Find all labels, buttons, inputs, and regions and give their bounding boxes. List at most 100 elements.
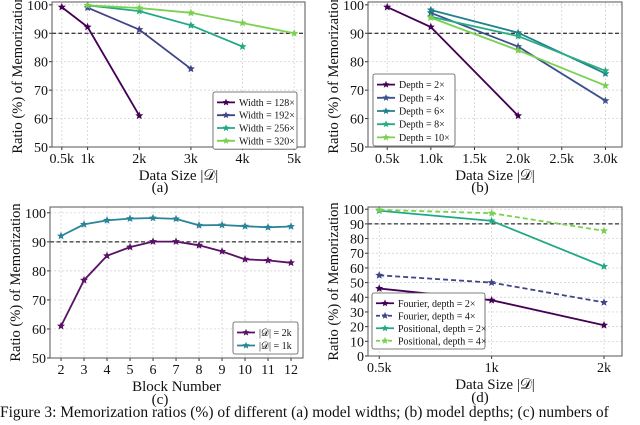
data-point <box>601 81 610 89</box>
data-point <box>126 214 134 222</box>
y-tick-label: 10 <box>350 335 364 350</box>
legend: Depth = 2× Depth = 4× Depth = 6× Depth = 8×… <box>372 73 456 147</box>
legend-label: Depth = 6× <box>399 107 445 118</box>
y-tick-label: 80 <box>34 56 48 71</box>
subplot-label: (d) <box>471 390 489 406</box>
legend-label: |𝒟| = 1k <box>259 341 292 352</box>
y-axis-label: Ratio (%) of Memorization <box>326 0 342 154</box>
y-tick-label: 50 <box>350 141 364 156</box>
data-point <box>600 262 608 270</box>
data-point <box>600 226 608 235</box>
data-point <box>514 111 523 120</box>
x-tick-label: 3.0k <box>593 152 618 167</box>
data-point <box>601 66 610 75</box>
y-tick-label: 50 <box>34 141 48 156</box>
data-point <box>264 256 272 264</box>
y-tick-label: 100 <box>343 203 364 218</box>
x-tick-label: 0.5k <box>50 152 75 167</box>
x-tick-label: 3k <box>184 152 198 167</box>
legend-label: Positional, depth = 4× <box>398 336 487 347</box>
legend: |𝒟| = 2k |𝒟| = 1k <box>232 321 299 355</box>
x-tick-label: 7 <box>173 363 180 378</box>
legend-box <box>371 292 486 350</box>
legend-label: Depth = 8× <box>399 120 445 131</box>
chart-b: 0.5k 1.0k 1.5k 2.0k 2.5k 3.0k 50 60 70 80 90 100 Dep… <box>326 0 623 196</box>
y-tick-label: 100 <box>25 207 46 222</box>
x-tick-label: 2.0k <box>506 152 531 167</box>
x-tick-label: 6 <box>150 363 157 378</box>
y-tick-label: 50 <box>350 277 364 292</box>
y-tick-label: 30 <box>350 306 364 321</box>
legend-label: |𝒟| = 2k <box>259 328 292 339</box>
x-tick-label: 5 <box>127 363 134 378</box>
data-point <box>135 25 144 33</box>
data-point <box>195 241 203 249</box>
x-tick-label: 0.5k <box>367 361 392 376</box>
data-point <box>57 2 66 11</box>
legend-marker <box>242 328 250 336</box>
y-tick-label: 70 <box>350 84 364 99</box>
data-point <box>103 216 111 224</box>
data-point <box>426 22 435 31</box>
data-point <box>375 205 384 214</box>
data-point <box>487 209 496 217</box>
data-point <box>135 3 144 12</box>
legend-marker <box>381 324 389 332</box>
legend-marker <box>382 120 390 128</box>
data-point <box>238 42 247 50</box>
legend-label: Positional, depth = 2× <box>398 324 487 335</box>
x-tick-label: 1k <box>81 152 95 167</box>
x-tick-label: 2k <box>132 152 146 167</box>
x-axis-label: Data Size |𝒟| <box>455 168 535 184</box>
legend-box <box>372 73 456 147</box>
data-point <box>426 8 435 17</box>
data-point <box>195 221 203 229</box>
y-tick-label: 90 <box>34 27 48 42</box>
y-tick-label: 60 <box>350 113 364 128</box>
y-axis-label: Ratio (%) of Memorization <box>326 202 342 361</box>
data-point <box>514 31 523 40</box>
x-tick-label: 4k <box>236 152 250 167</box>
y-tick-label: 40 <box>350 291 364 306</box>
data-point <box>80 220 88 228</box>
data-point <box>149 213 157 222</box>
x-axis-label: Data Size |𝒟| <box>455 377 535 393</box>
data-point <box>290 29 299 37</box>
y-tick-label: 100 <box>27 0 48 14</box>
legend-marker <box>382 94 390 101</box>
legend-marker <box>242 341 250 349</box>
data-point <box>601 69 610 77</box>
data-point <box>287 258 295 267</box>
data-point <box>487 278 496 286</box>
data-point <box>172 237 180 245</box>
y-tick-label: 70 <box>34 84 48 99</box>
legend-label: Depth = 4× <box>399 93 445 104</box>
legend-marker <box>382 80 390 88</box>
data-point <box>218 220 226 229</box>
legend-label: Width = 192× <box>239 111 295 122</box>
x-tick-label: 1k <box>485 361 499 376</box>
legend-marker <box>222 124 230 132</box>
x-tick-label: 0.5k <box>375 152 400 167</box>
data-point <box>241 222 249 230</box>
legend-label: Fourier, depth = 2× <box>398 299 476 310</box>
x-tick-label: 1.5k <box>462 152 487 167</box>
x-tick-label: 11 <box>261 363 274 378</box>
legend: Width = 128× Width = 192× Width = 256×Widt… <box>212 91 298 150</box>
data-point <box>241 255 249 263</box>
plot-frame <box>49 206 304 359</box>
subplot-label: (b) <box>471 180 489 196</box>
legend-label: Fourier, depth = 4× <box>398 311 476 322</box>
x-tick-label: 5k <box>287 152 301 167</box>
data-point <box>83 22 92 31</box>
legend-marker <box>381 336 389 344</box>
legend-marker <box>222 137 230 144</box>
plot-frame <box>367 1 623 148</box>
x-axis-label: Block Number <box>132 379 221 395</box>
x-tick-label: 4 <box>104 363 111 378</box>
y-tick-label: 20 <box>350 321 364 336</box>
x-tick-label: 2.5k <box>550 152 575 167</box>
data-point <box>601 96 610 105</box>
series-line <box>87 4 243 48</box>
